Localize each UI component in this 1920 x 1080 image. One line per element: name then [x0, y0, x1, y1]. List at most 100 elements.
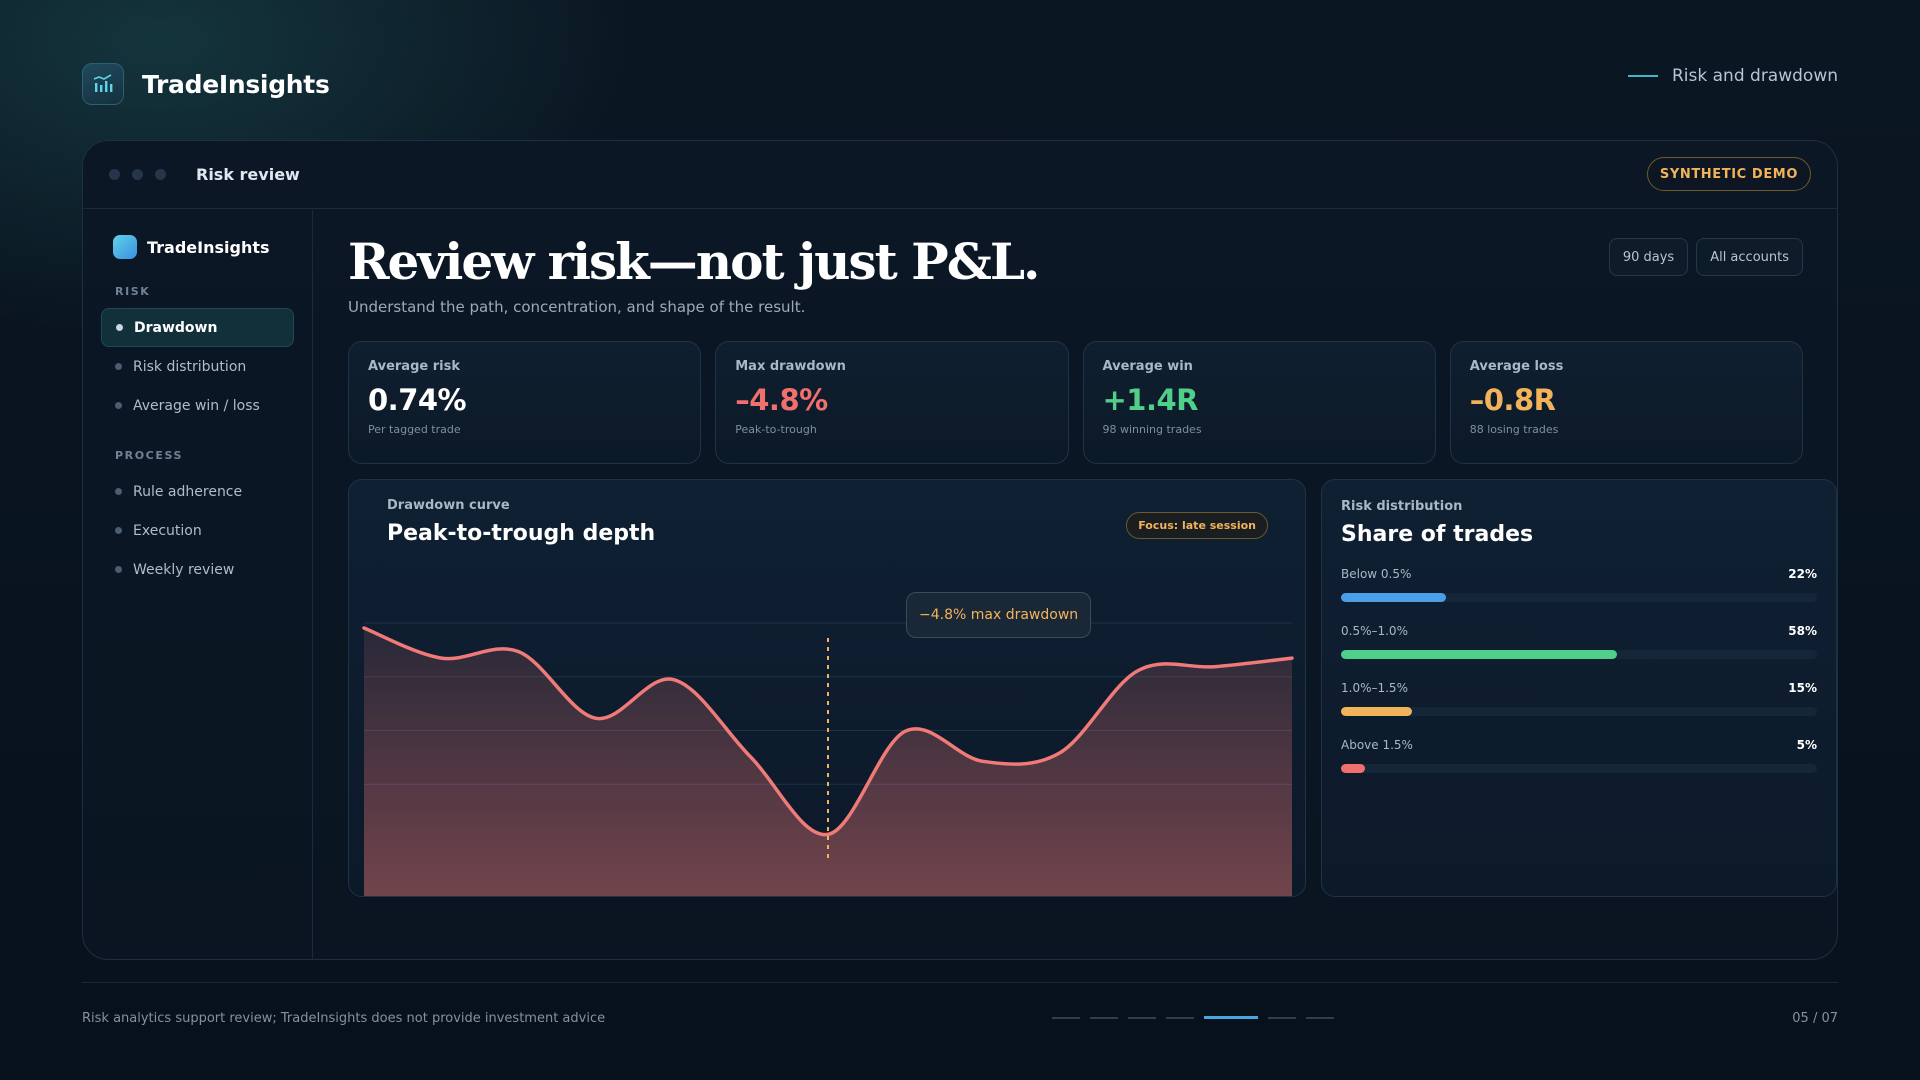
- sidebar-item-risk-distribution[interactable]: Risk distribution: [101, 347, 294, 386]
- distribution-row: Below 0.5% 22%: [1341, 567, 1817, 602]
- sidebar-brand[interactable]: TradeInsights: [113, 235, 294, 259]
- bar-fill: [1341, 593, 1446, 602]
- sidebar-item-drawdown[interactable]: Drawdown: [101, 308, 294, 347]
- sidebar-item-label: Rule adherence: [133, 483, 243, 500]
- sidebar-item-label: Average win / loss: [133, 397, 260, 414]
- divider: [1628, 75, 1658, 77]
- accounts-filter-button[interactable]: All accounts: [1696, 238, 1803, 276]
- kpi-note: Per tagged trade: [368, 423, 461, 436]
- bar-header: Above 1.5% 5%: [1341, 738, 1817, 752]
- risk-distribution-card: Risk distribution Share of trades Below …: [1321, 479, 1837, 897]
- synthetic-demo-badge: SYNTHETIC DEMO: [1646, 157, 1811, 191]
- kpi-note: Peak-to-trough: [735, 423, 817, 436]
- pager-dot[interactable]: [1166, 1017, 1194, 1019]
- sidebar-section-risk: RISK: [115, 285, 151, 298]
- page-number: 05 / 07: [1792, 1011, 1838, 1026]
- pager-dot[interactable]: [1128, 1017, 1156, 1019]
- bar-track: [1341, 764, 1817, 773]
- bar-track: [1341, 707, 1817, 716]
- kpi-label: Max drawdown: [735, 359, 846, 374]
- window-dot-close[interactable]: [109, 169, 120, 180]
- kpi-note: 88 losing trades: [1469, 423, 1559, 436]
- focus-badge: Focus: late session: [1126, 512, 1268, 539]
- kpi-average-loss[interactable]: Average loss –0.8R 88 losing trades: [1449, 341, 1803, 464]
- footer-disclaimer: Risk analytics support review; TradeInsi…: [82, 1011, 606, 1026]
- card-eyebrow: Risk distribution: [1341, 499, 1463, 514]
- distribution-row: 1.0%–1.5% 15%: [1341, 681, 1817, 716]
- kpi-label: Average risk: [368, 359, 460, 374]
- bullet-icon: [115, 363, 122, 370]
- sidebar-item-rule-adherence[interactable]: Rule adherence: [101, 472, 294, 511]
- app-logo-icon: [113, 235, 137, 259]
- bar-fill: [1341, 764, 1365, 773]
- kpi-note: 98 winning trades: [1102, 423, 1202, 436]
- kpi-value: 0.74%: [368, 383, 467, 417]
- drawdown-line: [362, 626, 1294, 837]
- kpi-label: Average loss: [1469, 359, 1564, 374]
- bullet-icon: [115, 402, 122, 409]
- window-dot-maximize[interactable]: [155, 169, 166, 180]
- bar-value-label: 22%: [1788, 567, 1817, 581]
- pager-dot[interactable]: [1052, 1017, 1080, 1019]
- sidebar-item-label: Execution: [133, 522, 202, 539]
- period-filter-button[interactable]: 90 days: [1608, 238, 1689, 276]
- drawdown-area: [364, 628, 1292, 896]
- bar-value-label: 15%: [1788, 681, 1817, 695]
- kpi-average-risk[interactable]: Average risk 0.74% Per tagged trade: [348, 341, 702, 464]
- bar-track: [1341, 593, 1817, 602]
- title-bar: Risk review SYNTHETIC DEMO: [83, 141, 1837, 209]
- drawdown-card: Drawdown curve Peak-to-trough depth Focu…: [348, 479, 1306, 897]
- page-title: Review risk—not just P&L.: [348, 232, 1040, 291]
- bar-value-label: 58%: [1788, 624, 1817, 638]
- bar-value-label: 5%: [1796, 738, 1817, 752]
- main-content: Review risk—not just P&L. Understand the…: [314, 210, 1837, 959]
- sidebar-item-label: Weekly review: [133, 561, 235, 578]
- kpi-max-drawdown[interactable]: Max drawdown –4.8% Peak-to-trough: [715, 341, 1069, 464]
- sidebar-item-execution[interactable]: Execution: [101, 511, 294, 550]
- footer-divider: [82, 982, 1838, 983]
- bullet-icon: [115, 527, 122, 534]
- window-title: Risk review: [196, 165, 300, 184]
- kpi-value: +1.4R: [1102, 383, 1199, 417]
- card-eyebrow: Drawdown curve: [387, 498, 510, 513]
- bar-header: 0.5%–1.0% 58%: [1341, 624, 1817, 638]
- sidebar: TradeInsights RISK Drawdown Risk distrib…: [83, 210, 313, 959]
- kpi-average-win[interactable]: Average win +1.4R 98 winning trades: [1082, 341, 1436, 464]
- bar-category-label: 0.5%–1.0%: [1341, 624, 1408, 638]
- page-subtitle: Understand the path, concentration, and …: [348, 298, 806, 316]
- pager-dot[interactable]: [1204, 1016, 1258, 1019]
- bar-category-label: Below 0.5%: [1341, 567, 1412, 581]
- bullet-icon: [116, 324, 123, 331]
- bar-category-label: Above 1.5%: [1341, 738, 1413, 752]
- pager-dot[interactable]: [1306, 1017, 1334, 1019]
- brand-name: TradeInsights: [142, 69, 330, 99]
- sidebar-section-process: PROCESS: [115, 449, 184, 462]
- card-title: Share of trades: [1341, 522, 1534, 547]
- section-label: Risk and drawdown: [1672, 66, 1838, 86]
- bar-header: 1.0%–1.5% 15%: [1341, 681, 1817, 695]
- window-dot-minimize[interactable]: [132, 169, 143, 180]
- max-drawdown-tooltip: −4.8% max drawdown: [906, 592, 1092, 638]
- sidebar-item-label: Drawdown: [134, 319, 218, 336]
- pager-dot[interactable]: [1268, 1017, 1296, 1019]
- sidebar-item-average-win-loss[interactable]: Average win / loss: [101, 386, 294, 425]
- pager-dot[interactable]: [1090, 1017, 1118, 1019]
- app-window: Risk review SYNTHETIC DEMO TradeInsights…: [82, 140, 1838, 960]
- bar-fill: [1341, 707, 1413, 716]
- sidebar-item-label: Risk distribution: [133, 358, 247, 375]
- distribution-row: Above 1.5% 5%: [1341, 738, 1817, 773]
- bar-header: Below 0.5% 22%: [1341, 567, 1817, 581]
- distribution-bars: Below 0.5% 22% 0.5%–1.0% 58% 1.0%–1.5% 15% Abo…: [1341, 567, 1817, 773]
- kpi-value: –4.8%: [735, 383, 828, 417]
- distribution-row: 0.5%–1.0% 58%: [1341, 624, 1817, 659]
- bar-chart-icon: [82, 63, 124, 105]
- kpi-row: Average risk 0.74% Per tagged trade Max …: [348, 341, 1803, 464]
- kpi-value: –0.8R: [1469, 383, 1556, 417]
- filter-bar: 90 days All accounts: [1608, 238, 1803, 276]
- brand[interactable]: TradeInsights: [82, 63, 330, 105]
- drawdown-chart[interactable]: [349, 480, 1306, 897]
- sidebar-item-weekly-review[interactable]: Weekly review: [101, 550, 294, 589]
- bullet-icon: [115, 566, 122, 573]
- sidebar-brand-name: TradeInsights: [147, 237, 270, 257]
- card-title: Peak-to-trough depth: [387, 521, 656, 546]
